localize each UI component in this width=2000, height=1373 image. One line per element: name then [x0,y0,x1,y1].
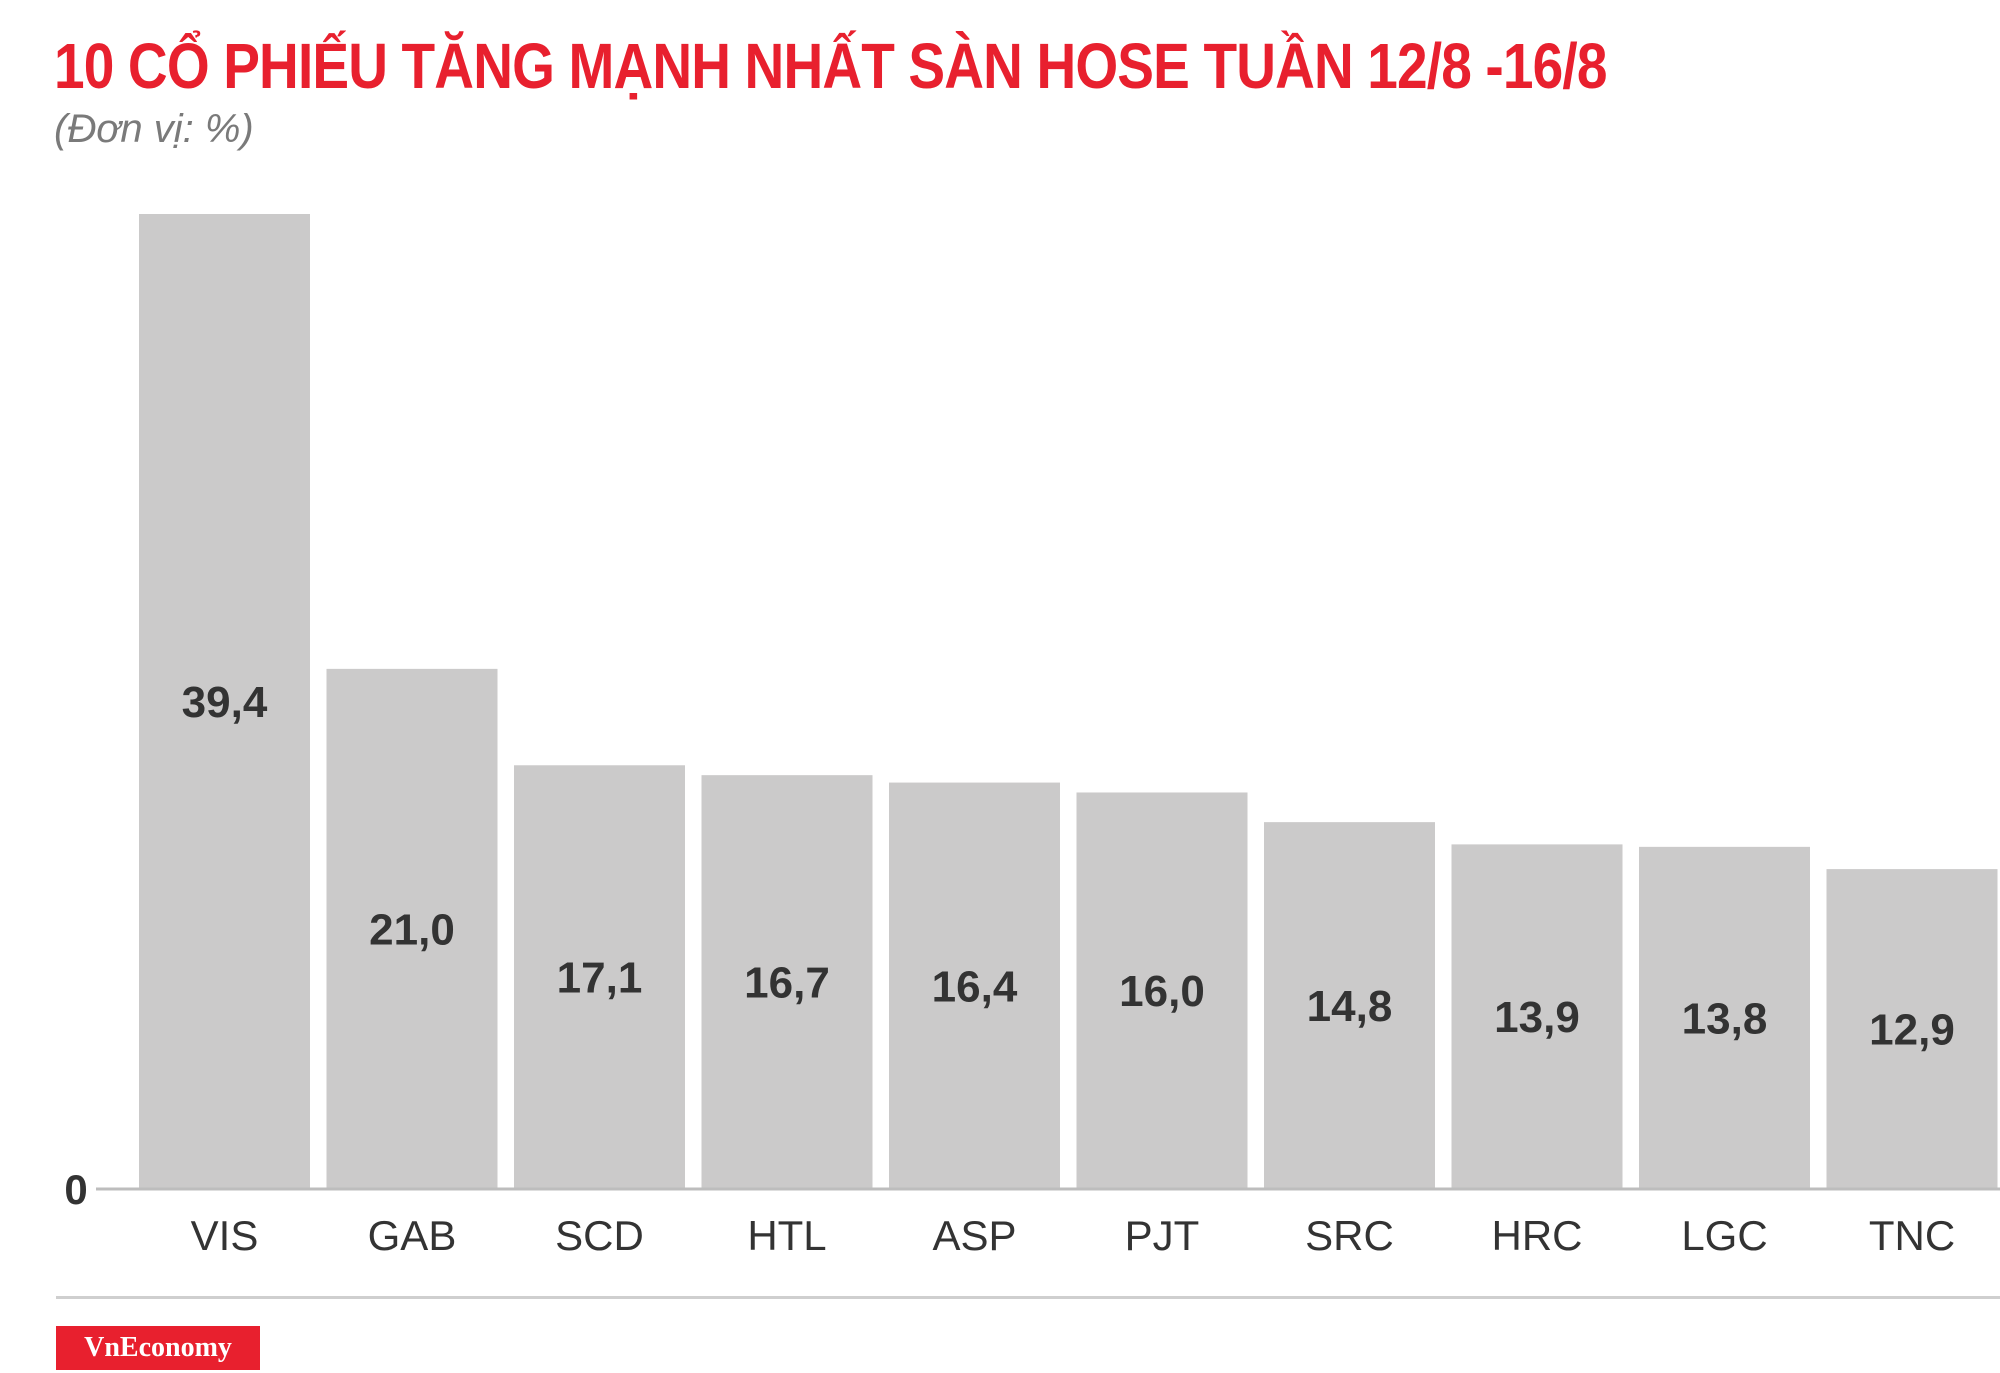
bar-asp [889,782,1060,1188]
category-label-hrc: HRC [1492,1212,1583,1259]
bar-htl [701,775,873,1188]
bars-group [139,214,1998,1188]
value-label-lgc: 13,8 [1682,994,1768,1043]
chart-subtitle: (Đơn vị: %) [54,107,254,151]
category-label-htl: HTL [747,1212,826,1259]
bar-gab [326,668,498,1188]
value-labels-group: 39,4 21,0 17,1 16,7 16,4 16,0 14,8 13,9 13,8 12,9 [182,678,1955,1055]
category-label-pjt: PJT [1125,1212,1200,1259]
value-label-hrc: 13,9 [1494,993,1580,1042]
bar-pjt [1076,792,1248,1188]
value-label-vis: 39,4 [182,678,268,727]
bar-vis [139,214,310,1188]
brand-logo: VnEconomy [56,1326,260,1370]
bar-src [1264,822,1435,1188]
category-label-asp: ASP [932,1212,1016,1259]
value-label-src: 14,8 [1307,982,1393,1031]
value-label-htl: 16,7 [744,959,830,1008]
category-labels-group: VIS GAB SCD HTL ASP PJT SRC HRC LGC TNC [191,1212,1956,1259]
chart-title: 10 CỔ PHIẾU TĂNG MẠNH NHẤT SÀN HOSE TUẦN… [54,30,1607,102]
footer-divider [56,1296,2000,1299]
category-label-tnc: TNC [1869,1212,1955,1259]
category-label-scd: SCD [555,1212,644,1259]
value-label-gab: 21,0 [369,905,455,954]
value-label-tnc: 12,9 [1869,1006,1955,1055]
value-label-asp: 16,4 [932,962,1018,1011]
bar-tnc [1826,869,1998,1188]
value-label-scd: 17,1 [557,954,643,1003]
category-label-gab: GAB [368,1212,457,1259]
value-label-pjt: 16,0 [1119,967,1205,1016]
bar-lgc [1639,846,1810,1188]
category-label-vis: VIS [191,1212,259,1259]
y-tick-label-0: 0 [64,1166,87,1213]
bar-hrc [1451,844,1623,1188]
category-label-src: SRC [1305,1212,1394,1259]
bar-scd [514,765,685,1188]
category-label-lgc: LGC [1681,1212,1767,1259]
